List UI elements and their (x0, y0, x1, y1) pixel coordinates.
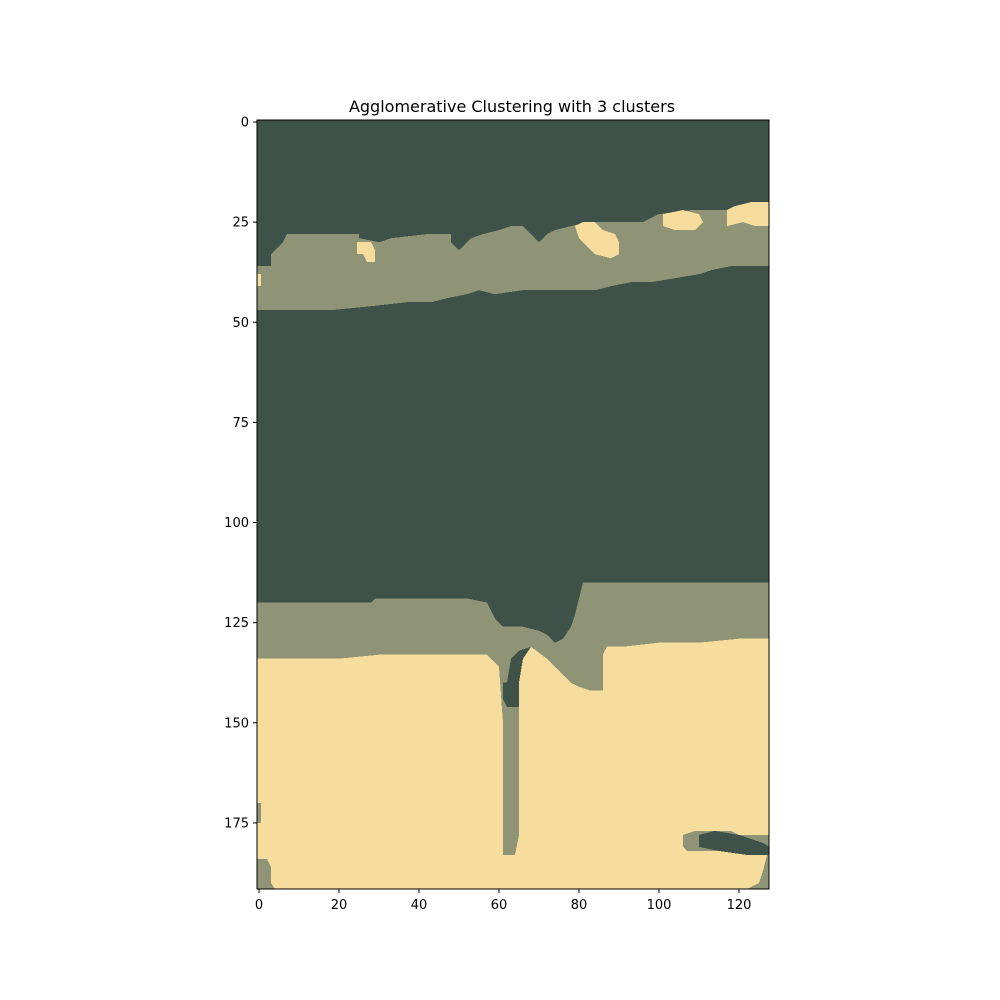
cluster-2-region-6 (257, 274, 261, 287)
cluster-2-region-9 (663, 210, 703, 231)
y-tick-label: 175 (224, 816, 249, 831)
cluster-1-region-3 (257, 859, 275, 889)
y-axis: 0 25 50 75 100 125 150 175 (224, 116, 257, 831)
cluster-0-region-11 (503, 682, 515, 707)
cluster-1-region-0 (257, 202, 769, 311)
cluster-2-region-5 (257, 638, 769, 889)
y-tick-label: 100 (224, 516, 249, 531)
y-tick-label: 125 (224, 616, 249, 631)
x-tick-label: 80 (571, 898, 588, 913)
cluster-2-region-10 (727, 202, 769, 227)
cluster-2-region-8 (575, 222, 619, 259)
cluster-regions (257, 202, 769, 889)
x-axis: 0 20 40 60 80 100 120 (255, 889, 752, 913)
y-tick-label: 75 (232, 416, 249, 431)
cluster-1-region-2 (257, 802, 261, 823)
plot-area (256, 119, 770, 890)
cluster-2-region-7 (357, 242, 375, 263)
y-tick-label: 0 (241, 116, 249, 131)
x-tick-label: 0 (255, 898, 263, 913)
x-tick-label: 60 (491, 898, 508, 913)
x-tick-label: 40 (411, 898, 428, 913)
plot-frame (256, 119, 770, 890)
x-tick-label: 120 (727, 898, 752, 913)
y-tick-label: 150 (224, 716, 249, 731)
chart-title: Agglomerative Clustering with 3 clusters (349, 97, 675, 116)
x-tick-label: 100 (647, 898, 672, 913)
x-tick-label: 20 (331, 898, 348, 913)
cluster-1-region-1 (257, 582, 769, 855)
cluster-0-region-12 (699, 830, 769, 855)
y-tick-label: 50 (232, 316, 249, 331)
y-tick-label: 25 (232, 216, 249, 231)
